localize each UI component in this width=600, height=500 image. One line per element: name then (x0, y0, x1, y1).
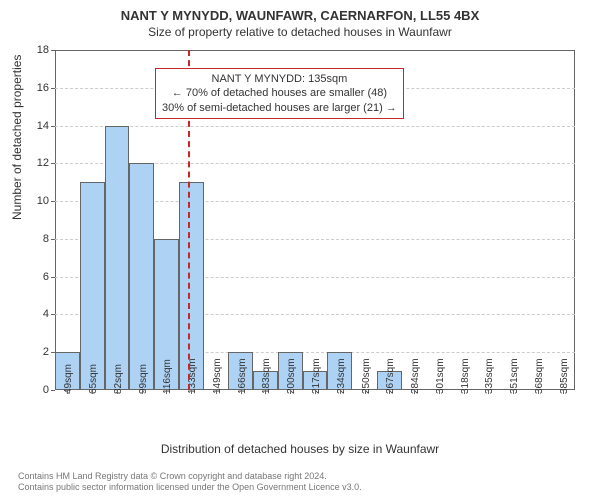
x-tick-label: 116sqm (162, 359, 173, 394)
y-tick-mark (51, 126, 55, 127)
y-tick-mark (51, 88, 55, 89)
x-tick-mark (439, 390, 440, 394)
histogram-bar (80, 182, 105, 390)
x-tick-label: 99sqm (138, 364, 149, 394)
annotation-line: NANT Y MYNYDD: 135sqm (162, 72, 397, 86)
chart-title: NANT Y MYNYDD, WAUNFAWR, CAERNARFON, LL5… (0, 0, 600, 23)
x-tick-mark (315, 390, 316, 394)
x-tick-mark (488, 390, 489, 394)
x-tick-mark (365, 390, 366, 394)
x-tick-mark (464, 390, 465, 394)
x-tick-mark (563, 390, 564, 394)
chart-container: NANT Y MYNYDD, WAUNFAWR, CAERNARFON, LL5… (0, 0, 600, 500)
y-tick-mark (51, 277, 55, 278)
x-tick-mark (290, 390, 291, 394)
annotation-box: NANT Y MYNYDD: 135sqm← 70% of detached h… (155, 68, 404, 119)
annotation-line: ← 70% of detached houses are smaller (48… (162, 86, 397, 100)
histogram-bar (129, 163, 154, 390)
x-tick-label: 250sqm (361, 358, 372, 394)
x-tick-label: 183sqm (261, 358, 272, 394)
x-tick-label: 284sqm (410, 358, 421, 394)
x-tick-label: 318sqm (460, 358, 471, 394)
x-tick-mark (142, 390, 143, 394)
annotation-line: 30% of semi-detached houses are larger (… (162, 101, 397, 115)
y-tick-mark (51, 390, 55, 391)
y-tick-mark (51, 201, 55, 202)
x-tick-mark (241, 390, 242, 394)
x-tick-label: 385sqm (559, 358, 570, 394)
histogram-bar (105, 126, 130, 390)
x-tick-label: 217sqm (311, 358, 322, 394)
x-tick-label: 301sqm (435, 358, 446, 394)
gridline (55, 126, 575, 127)
x-tick-mark (67, 390, 68, 394)
x-tick-mark (513, 390, 514, 394)
x-tick-mark (265, 390, 266, 394)
x-tick-label: 65sqm (88, 364, 99, 394)
x-tick-mark (414, 390, 415, 394)
x-tick-label: 351sqm (509, 358, 520, 394)
x-tick-label: 234sqm (336, 358, 347, 394)
footer-attribution: Contains HM Land Registry data © Crown c… (18, 471, 362, 494)
x-tick-label: 335sqm (484, 358, 495, 394)
x-tick-mark (92, 390, 93, 394)
x-tick-label: 267sqm (385, 358, 396, 394)
y-tick-mark (51, 239, 55, 240)
x-tick-label: 82sqm (113, 364, 124, 394)
x-tick-label: 49sqm (63, 364, 74, 394)
y-axis-label: Number of detached properties (10, 55, 24, 220)
x-tick-label: 200sqm (286, 358, 297, 394)
x-tick-mark (340, 390, 341, 394)
x-tick-mark (389, 390, 390, 394)
x-axis-label: Distribution of detached houses by size … (0, 442, 600, 456)
y-tick-mark (51, 50, 55, 51)
chart-subtitle: Size of property relative to detached ho… (0, 23, 600, 39)
plot-area: 02468101214161849sqm65sqm82sqm99sqm116sq… (55, 50, 575, 390)
footer-line: Contains public sector information licen… (18, 482, 362, 494)
y-tick-mark (51, 314, 55, 315)
footer-line: Contains HM Land Registry data © Crown c… (18, 471, 362, 483)
x-tick-mark (166, 390, 167, 394)
x-tick-label: 149sqm (212, 358, 223, 394)
x-tick-label: 166sqm (237, 358, 248, 394)
x-tick-mark (538, 390, 539, 394)
x-tick-mark (117, 390, 118, 394)
x-tick-label: 368sqm (534, 358, 545, 394)
y-tick-mark (51, 163, 55, 164)
x-tick-mark (191, 390, 192, 394)
x-tick-mark (216, 390, 217, 394)
